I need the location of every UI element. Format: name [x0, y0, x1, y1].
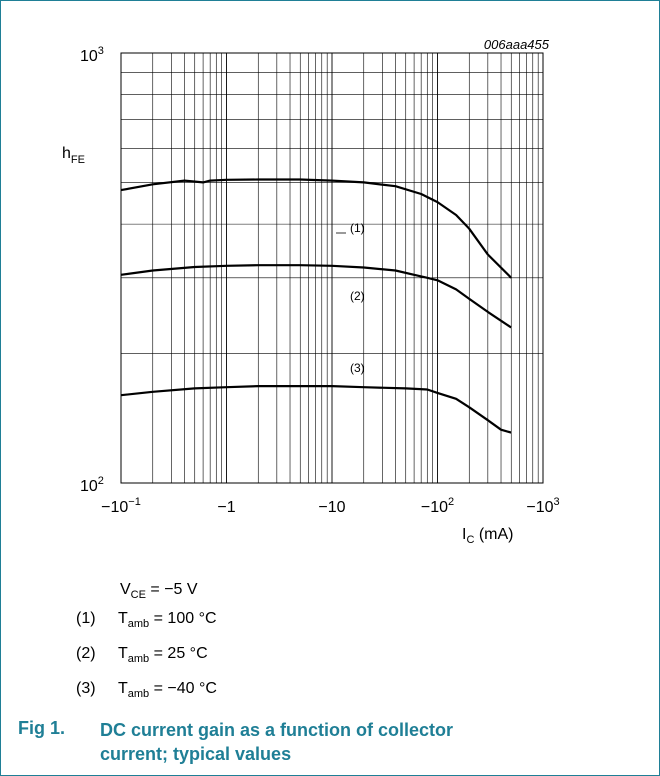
x-axis-label: IC (mA): [462, 526, 514, 546]
figure-title: DC current gain as a function of collect…: [100, 720, 454, 764]
x-tick-label: −10−1: [101, 496, 141, 516]
series-line-2: [120, 264, 512, 329]
figure-number: Fig 1.: [18, 718, 66, 738]
condition-3: (3) Tamb = −40 °C: [76, 680, 217, 701]
y-tick-label: 103: [80, 45, 104, 65]
series-line-1: [120, 178, 512, 279]
y-axis-label: hFE: [62, 145, 85, 166]
series-line-3: [120, 385, 512, 434]
condition-2: (2) Tamb = 25 °C: [76, 645, 208, 666]
y-tick-label: 102: [80, 475, 104, 495]
x-tick-label: −10: [318, 499, 345, 516]
figure-id-label: 006aaa455: [484, 37, 550, 52]
vce-condition: VCE = −5 V: [120, 581, 198, 602]
series-label-2: (2): [350, 289, 365, 303]
chart: (1) (2) (3) 006aaa455 103 102 hFE −10−1 −1 −10 −10…: [62, 37, 560, 546]
condition-1: (1) Tamb = 100 °C: [76, 610, 217, 631]
x-tick-label: −102: [421, 496, 454, 516]
plot-frame: [120, 52, 544, 484]
x-tick-label: −103: [526, 496, 559, 516]
series-label-1: (1): [350, 221, 365, 235]
series-label-3: (3): [350, 361, 365, 375]
x-tick-label: −1: [217, 499, 235, 516]
